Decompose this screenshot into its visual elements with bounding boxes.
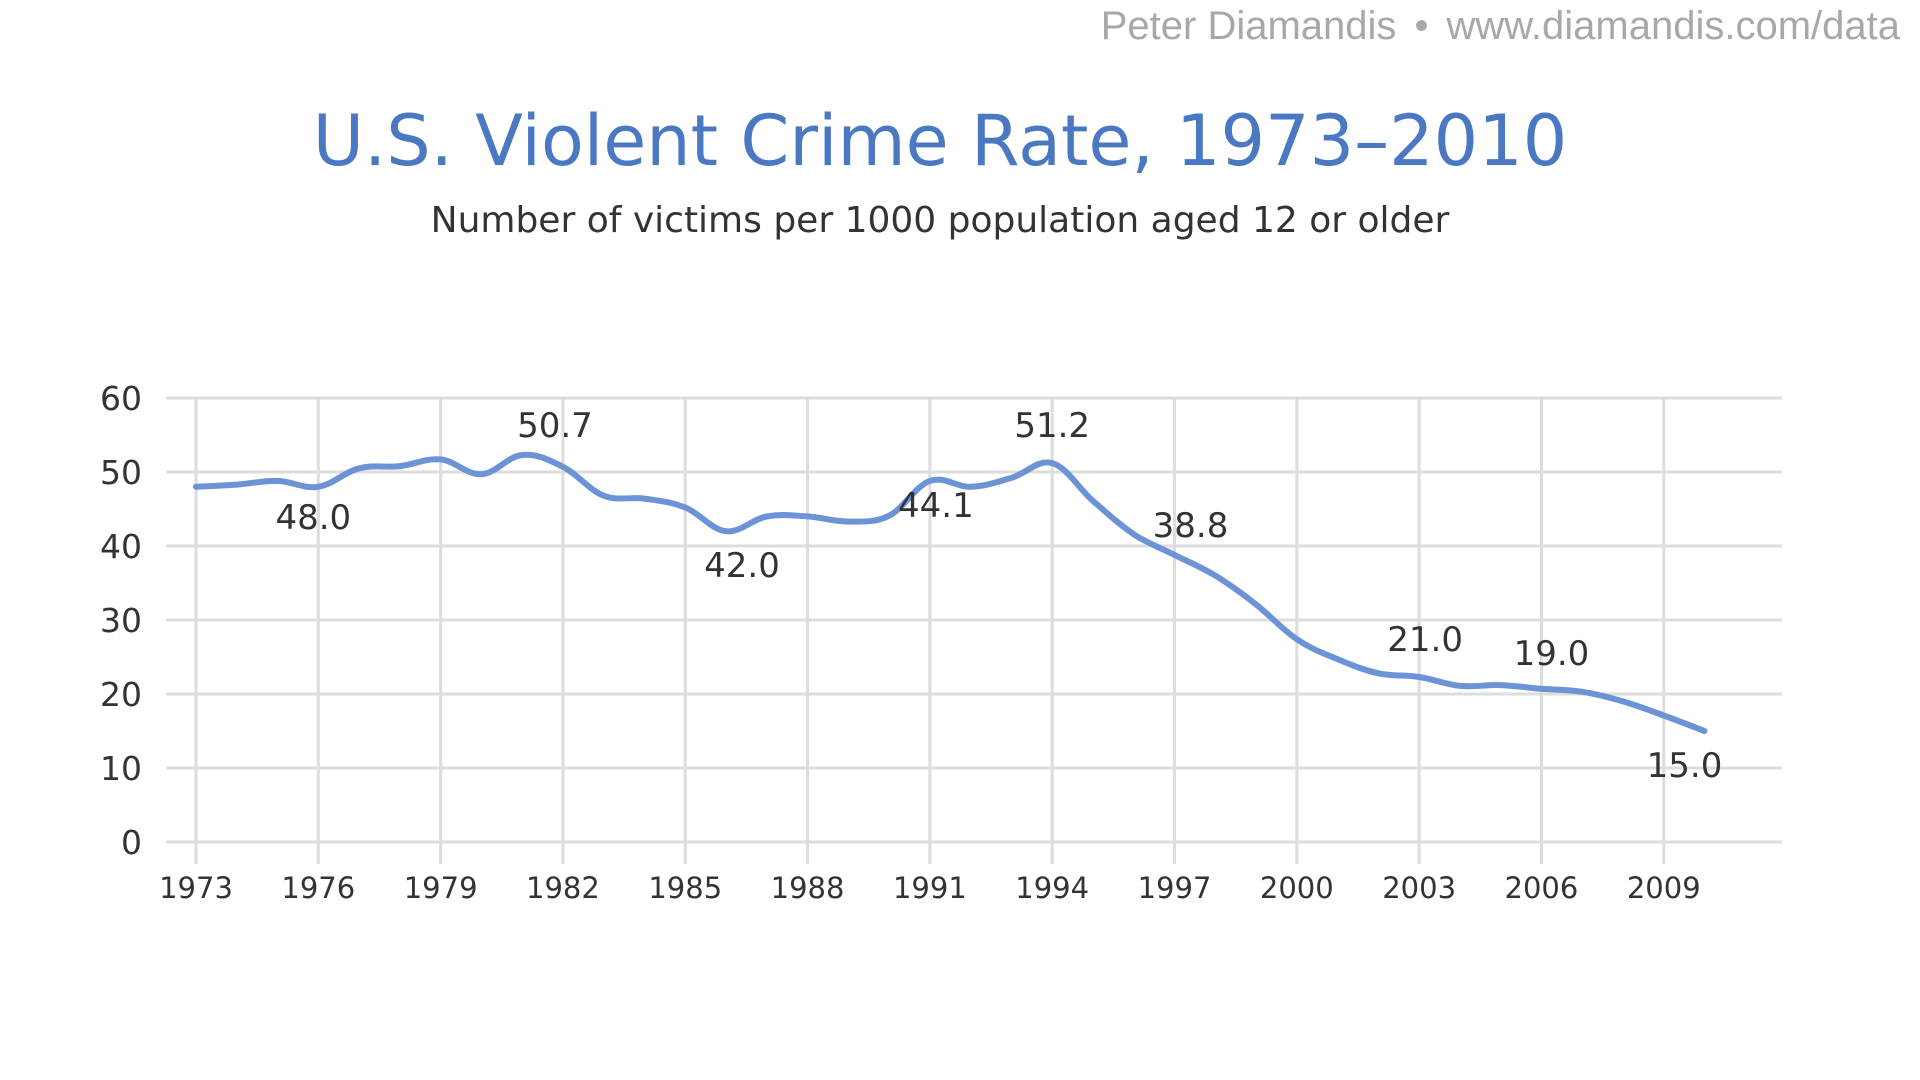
data-label: 15.0 — [1647, 746, 1723, 786]
chart-subtitle: Number of victims per 1000 population ag… — [430, 200, 1450, 241]
series-layer — [193, 451, 1708, 734]
chart-title: U.S. Violent Crime Rate, 1973–2010 — [312, 100, 1568, 182]
x-tick-label: 1985 — [648, 871, 722, 905]
credit-url: www.diamandis.com/data — [1446, 4, 1900, 48]
y-tick-label: 40 — [100, 527, 142, 566]
y-tick-label: 10 — [100, 749, 142, 788]
credit-separator: • — [1414, 4, 1429, 48]
axis-labels: 0 10 20 30 40 50 60 1973 1976 1979 1982 1985 1988 199… — [100, 379, 1701, 905]
grid-layer — [166, 396, 1782, 864]
data-labels: 48.0 50.7 42.0 44.1 51.2 38.8 21.0 19.0 15.0 — [275, 406, 1722, 786]
y-tick-label: 0 — [121, 823, 142, 862]
x-tick-label: 1979 — [404, 871, 478, 905]
y-tick-label: 20 — [100, 675, 142, 714]
credit-line: Peter Diamandis • www.diamandis.com/data — [1101, 4, 1900, 49]
data-label: 50.7 — [517, 406, 593, 446]
x-tick-label: 1976 — [281, 871, 355, 905]
data-label: 51.2 — [1014, 406, 1090, 446]
x-tick-label: 1994 — [1015, 871, 1089, 905]
x-tick-label: 2003 — [1382, 871, 1456, 905]
data-label: 48.0 — [275, 498, 351, 538]
x-tick-label: 1973 — [159, 871, 233, 905]
y-tick-label: 50 — [100, 453, 142, 492]
y-tick-label: 30 — [100, 601, 142, 640]
x-tick-label: 2000 — [1260, 871, 1334, 905]
x-tick-label: 1997 — [1138, 871, 1212, 905]
y-tick-label: 60 — [100, 379, 142, 418]
credit-author: Peter Diamandis — [1100, 4, 1397, 48]
data-label: 44.1 — [898, 486, 974, 526]
data-label: 19.0 — [1514, 634, 1590, 674]
data-label: 42.0 — [704, 546, 780, 586]
x-tick-label: 1991 — [893, 871, 967, 905]
data-label: 38.8 — [1153, 506, 1229, 546]
crime-rate-line — [193, 451, 1708, 734]
x-tick-label: 1988 — [771, 871, 845, 905]
x-tick-label: 2009 — [1627, 871, 1701, 905]
x-tick-label: 1982 — [526, 871, 600, 905]
data-label: 21.0 — [1387, 620, 1463, 660]
x-tick-label: 2006 — [1505, 871, 1579, 905]
